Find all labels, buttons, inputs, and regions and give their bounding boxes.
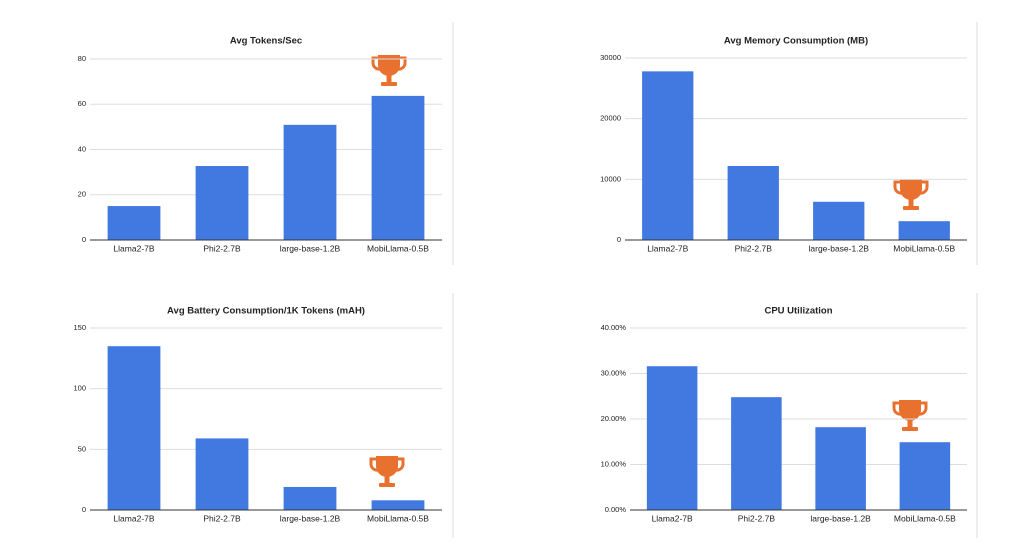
x-tick-label: Llama2-7B [113, 243, 154, 253]
x-tick-label: large-base-1.2B [809, 243, 870, 253]
x-tick-label: Llama2-7B [113, 513, 154, 523]
bar [371, 500, 425, 510]
x-tick-label: MobiLlama-0.5B [894, 513, 956, 523]
bar [195, 438, 249, 510]
bar [731, 397, 782, 510]
y-tick-label: 20000 [600, 114, 621, 123]
x-tick-label: Phi2-2.7B [738, 513, 776, 523]
bar [898, 221, 950, 240]
bar [642, 71, 694, 240]
bar [646, 366, 698, 510]
x-tick-label: MobiLlama-0.5B [893, 243, 955, 253]
bar [813, 201, 865, 240]
y-tick-label: 40.00% [601, 323, 627, 332]
chart-title: CPU Utilization [764, 306, 832, 317]
bar [727, 165, 779, 240]
x-tick-label: large-base-1.2B [280, 513, 341, 523]
y-tick-label: 60 [78, 99, 86, 108]
bar [195, 166, 249, 240]
x-tick-label: Phi2-2.7B [203, 243, 241, 253]
trophy-icon [371, 53, 407, 88]
x-tick-label: MobiLlama-0.5B [367, 513, 429, 523]
bar [899, 442, 951, 510]
y-tick-label: 100 [73, 384, 86, 393]
x-tick-label: Llama2-7B [652, 513, 693, 523]
x-tick-label: Llama2-7B [647, 243, 688, 253]
y-tick-label: 150 [73, 323, 86, 332]
y-tick-label: 30.00% [601, 368, 627, 377]
trophy-icon [892, 398, 928, 433]
y-tick-label: 20.00% [601, 414, 627, 423]
y-tick-label: 20 [78, 190, 86, 199]
bar [107, 206, 161, 240]
y-tick-label: 10000 [600, 174, 621, 183]
bar [283, 486, 337, 510]
x-tick-label: Phi2-2.7B [203, 513, 241, 523]
y-tick-label: 30000 [600, 53, 621, 62]
bar [815, 427, 866, 510]
y-tick-label: 50 [78, 444, 86, 453]
chart-title: Avg Memory Consumption (MB) [724, 36, 868, 47]
y-tick-label: 40 [78, 144, 86, 153]
y-tick-label: 0.00% [605, 505, 627, 514]
y-tick-label: 80 [78, 54, 86, 63]
x-tick-label: large-base-1.2B [810, 513, 871, 523]
bar [107, 346, 161, 510]
bar [283, 124, 337, 240]
x-tick-label: large-base-1.2B [280, 243, 341, 253]
y-tick-label: 0 [617, 235, 621, 244]
bar [371, 95, 425, 240]
y-tick-label: 0 [82, 235, 86, 244]
chart-title: Avg Tokens/Sec [230, 36, 302, 47]
trophy-icon [369, 454, 405, 489]
trophy-icon [893, 177, 929, 212]
chart-title: Avg Battery Consumption/1K Tokens (mAH) [167, 306, 365, 317]
y-tick-label: 0 [82, 505, 86, 514]
x-tick-label: MobiLlama-0.5B [367, 243, 429, 253]
y-tick-label: 10.00% [601, 459, 627, 468]
x-tick-label: Phi2-2.7B [735, 243, 773, 253]
